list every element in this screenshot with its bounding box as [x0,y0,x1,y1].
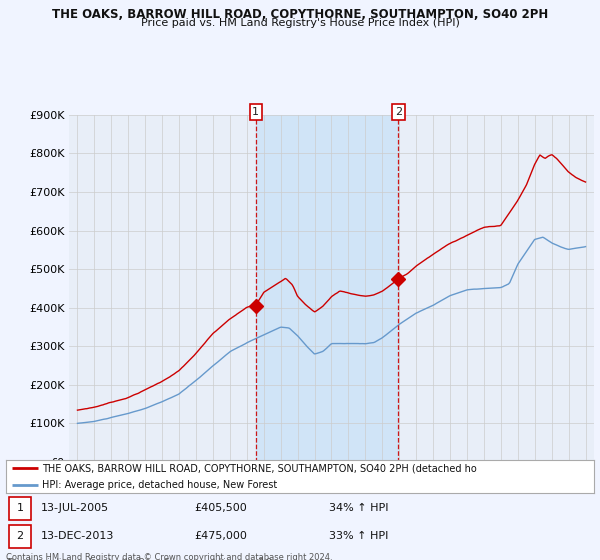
Text: Price paid vs. HM Land Registry's House Price Index (HPI): Price paid vs. HM Land Registry's House … [140,18,460,29]
Text: 1: 1 [252,107,259,117]
Text: 13-DEC-2013: 13-DEC-2013 [41,531,115,542]
Text: 2: 2 [395,107,402,117]
Text: Contains HM Land Registry data © Crown copyright and database right 2024.: Contains HM Land Registry data © Crown c… [6,553,332,560]
Text: HPI: Average price, detached house, New Forest: HPI: Average price, detached house, New … [43,480,278,489]
Text: £475,000: £475,000 [194,531,247,542]
Text: This data is licensed under the Open Government Licence v3.0.: This data is licensed under the Open Gov… [6,558,274,560]
Bar [256,115,398,462]
Text: £405,500: £405,500 [194,503,247,514]
FancyBboxPatch shape [9,525,31,548]
Text: 13-JUL-2005: 13-JUL-2005 [41,503,109,514]
FancyBboxPatch shape [9,497,31,520]
Text: THE OAKS, BARROW HILL ROAD, COPYTHORNE, SOUTHAMPTON, SO40 2PH: THE OAKS, BARROW HILL ROAD, COPYTHORNE, … [52,8,548,21]
Text: 1: 1 [17,503,23,514]
Text: 34% ↑ HPI: 34% ↑ HPI [329,503,389,514]
Text: THE OAKS, BARROW HILL ROAD, COPYTHORNE, SOUTHAMPTON, SO40 2PH (detached ho: THE OAKS, BARROW HILL ROAD, COPYTHORNE, … [43,464,477,473]
Text: 33% ↑ HPI: 33% ↑ HPI [329,531,389,542]
Text: 2: 2 [17,531,23,542]
